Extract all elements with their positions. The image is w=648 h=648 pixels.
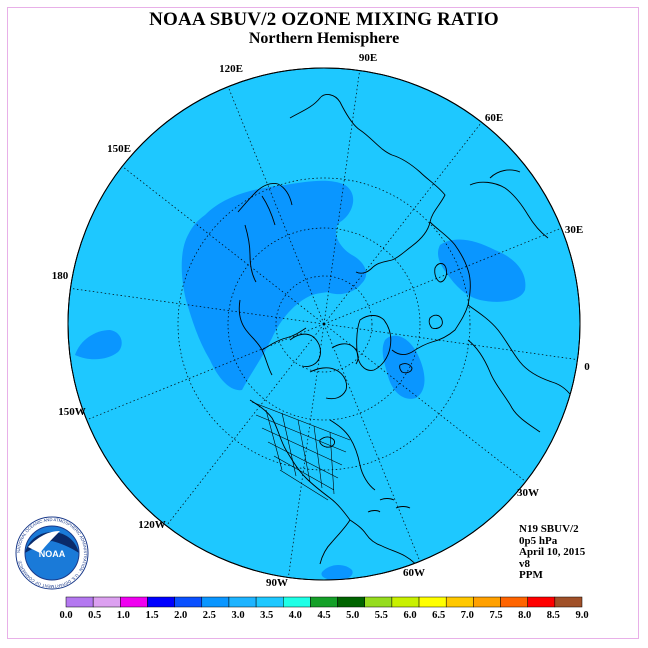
meridian-line (68, 286, 325, 325)
meridian-line (222, 73, 325, 325)
meridian-line (286, 323, 325, 580)
colorbar-swatch (554, 596, 583, 608)
meridian-line (157, 323, 325, 537)
colorbar-swatch (500, 596, 528, 608)
colorbar-swatch (255, 596, 284, 608)
lon-label-0: 0 (584, 361, 590, 373)
lon-label-30e: 30E (565, 224, 583, 236)
lon-label-60w: 60W (403, 567, 425, 579)
meridian-line (111, 157, 325, 325)
figure-frame (7, 7, 639, 639)
meridian-line (323, 323, 426, 575)
meridian-line (73, 323, 325, 426)
colorbar-tick-label: 4.0 (289, 610, 302, 621)
info-satellite: N19 SBUV/2 (519, 523, 579, 535)
meridian-line (323, 323, 580, 362)
colorbar-swatch (391, 596, 420, 608)
colorbar-tick-label: 3.5 (260, 610, 273, 621)
longitude-labels: 90E 60E 30E 0 30W 60W 90W 120W 150W 180 … (52, 52, 591, 589)
colorbar-swatch (310, 596, 338, 608)
colorbar-tick-label: 8.0 (518, 610, 531, 621)
colorbar-tick-label: 2.0 (174, 610, 187, 621)
coastline-north-america (249, 399, 383, 547)
lon-label-90e: 90E (359, 52, 377, 64)
colorbar-tick-label: 8.5 (547, 610, 560, 621)
meridian-line (323, 111, 491, 325)
lon-label-30w: 30W (517, 487, 539, 499)
colorbar-swatch (147, 596, 175, 608)
colorbar-tick-label: 7.5 (489, 610, 502, 621)
page-title: NOAA SBUV/2 OZONE MIXING RATIO (149, 9, 499, 30)
colorbar-tick-label: 2.5 (203, 610, 216, 621)
colorbar-tick-label: 4.5 (317, 610, 330, 621)
meridians (68, 68, 580, 580)
colorbar-swatch (445, 596, 474, 608)
lon-label-120w: 120W (138, 519, 166, 531)
meridian-line (323, 222, 575, 325)
colorbar-tick-label: 6.0 (403, 610, 416, 621)
noaa-logo: NOAA NATIONAL OCEANIC AND ATMOSPHERIC AD… (15, 516, 89, 590)
coastline-africa (467, 304, 576, 433)
globe-outline (67, 67, 581, 581)
info-version: v8 (519, 557, 530, 570)
coastline-great-lakes (319, 436, 335, 448)
ozone-region-north-pacific (75, 330, 122, 360)
info-panel: N19 SBUV/2 0p5 hPa April 10, 2015 v8 PPM (519, 523, 586, 582)
coastline-eurasia (289, 94, 471, 355)
colorbar-swatch (92, 596, 121, 608)
coastline-india (469, 169, 549, 239)
colorbar-tick-label: 0.0 (59, 610, 72, 621)
colorbar-swatch (473, 596, 501, 608)
lon-label-90w: 90W (266, 577, 288, 589)
colorbar-tick-label: 9.0 (575, 610, 588, 621)
info-pressure: 0p5 hPa (519, 534, 558, 547)
lon-label-180: 180 (52, 270, 69, 282)
ozone-region-south-atlantic (321, 565, 353, 580)
colorbar-tick-label: 5.5 (375, 610, 388, 621)
colorbar: 0.0 0.5 1.0 1.5 2.0 2.5 3.0 3.5 4.0 4.5 5.0 5.5 6.0 6… (59, 596, 589, 621)
coastline-caribbean (367, 498, 411, 513)
lon-label-150w: 150W (58, 406, 86, 418)
coastline-caspian (434, 263, 447, 283)
colorbar-tick-label: 1.5 (145, 610, 158, 621)
meridian-line (323, 323, 537, 491)
colorbar-swatch (364, 596, 393, 608)
colorbar-tick-label: 3.0 (231, 610, 244, 621)
info-date: April 10, 2015 (519, 546, 586, 558)
colorbar-swatch (228, 596, 257, 608)
coastline-alaska (238, 299, 307, 376)
ozone-region-asia-pacific (181, 180, 367, 391)
ozone-region-north-pole (318, 264, 363, 295)
colorbar-tick-label: 0.5 (88, 610, 101, 621)
coastline-east-asia (237, 183, 293, 283)
colorbar-swatch (65, 596, 94, 608)
meridian-line (323, 68, 362, 325)
latitude-circle (177, 177, 471, 471)
colorbar-swatch (201, 596, 230, 608)
ozone-region-central-asia (437, 239, 526, 302)
colorbar-swatch (418, 596, 447, 608)
colorbar-swatch (337, 596, 365, 608)
us-state-borders (251, 401, 351, 501)
coastline-greenland (356, 315, 392, 371)
coastline-iceland (399, 314, 443, 374)
colorbar-swatch (120, 596, 148, 608)
lon-label-120e: 120E (219, 63, 243, 75)
latitude-circle (275, 275, 373, 373)
page-subtitle: Northern Hemisphere (248, 30, 400, 47)
colorbar-tick-label: 1.0 (117, 610, 130, 621)
colorbar-swatch (283, 596, 311, 608)
lon-label-150e: 150E (107, 143, 131, 155)
colorbar-swatch (174, 596, 203, 608)
colorbar-swatch (527, 596, 556, 608)
colorbar-tick-label: 5.0 (346, 610, 359, 621)
colorbar-tick-label: 7.0 (461, 610, 474, 621)
noaa-logo-text: NOAA (39, 549, 66, 559)
info-units: PPM (519, 569, 543, 581)
colorbar-tick-label: 6.5 (432, 610, 445, 621)
latitude-circle (227, 227, 421, 421)
latitude-circles (177, 177, 471, 471)
lon-label-60e: 60E (485, 112, 503, 124)
